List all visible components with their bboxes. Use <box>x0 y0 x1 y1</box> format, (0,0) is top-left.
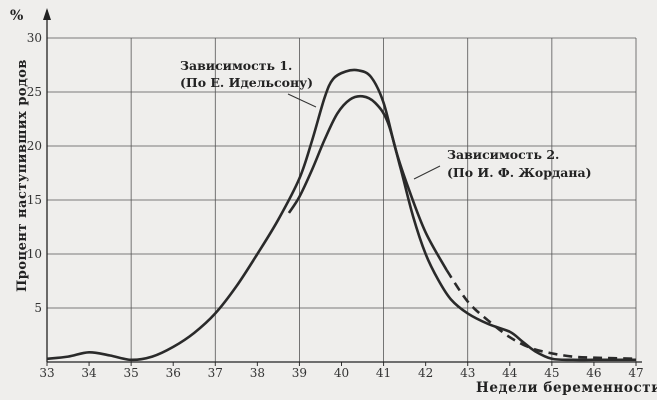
x-tick-label: 47 <box>628 366 643 380</box>
series-2-line <box>287 94 636 362</box>
x-tick-label: 43 <box>460 366 475 380</box>
series-1-line <box>46 68 448 362</box>
series-1-source: (По Е. Идельсону) <box>180 75 313 90</box>
x-tick-label: 41 <box>376 366 391 380</box>
y-unit-label: % <box>10 8 23 24</box>
y-tick-label: 5 <box>34 301 42 315</box>
axes <box>43 8 642 366</box>
x-tick-label: 42 <box>418 366 433 380</box>
x-tick-label: 44 <box>502 366 518 380</box>
x-tick-label: 34 <box>81 366 97 380</box>
y-tick-label: 15 <box>27 193 42 207</box>
series-1-label: Зависимость 1. <box>180 58 292 73</box>
x-tick-label: 40 <box>334 366 349 380</box>
series-2-source: (По И. Ф. Жордана) <box>447 165 592 180</box>
x-tick-label: 36 <box>166 366 181 380</box>
x-tick-label: 38 <box>250 366 265 380</box>
y-axis-arrow <box>43 8 51 20</box>
series-1-leader <box>287 93 317 108</box>
grid <box>47 37 637 362</box>
series-2-label: Зависимость 2. <box>447 147 559 162</box>
x-tick-label: 39 <box>292 366 307 380</box>
y-tick-label: 25 <box>27 85 42 99</box>
y-tick-label: 20 <box>27 139 42 153</box>
series-2-leader <box>413 165 441 180</box>
y-tick-label: 10 <box>27 247 42 261</box>
x-tick-label: 37 <box>208 366 223 380</box>
curves <box>46 68 637 362</box>
x-tick-label: 33 <box>39 366 54 380</box>
x-axis-label: Недели беременности <box>476 380 657 396</box>
x-tick-label: 46 <box>586 366 601 380</box>
y-tick-label: 30 <box>27 31 42 45</box>
tick-labels: 5 10 15 20 25 30 33 34 35 36 37 38 39 40 41 42 43 44 45 46 4… <box>27 31 644 380</box>
x-tick-label: 35 <box>124 366 139 380</box>
series-1-dashed-line <box>445 269 637 361</box>
y-axis-label: Процент наступивших родов <box>15 59 30 292</box>
x-tick-label: 45 <box>544 366 559 380</box>
